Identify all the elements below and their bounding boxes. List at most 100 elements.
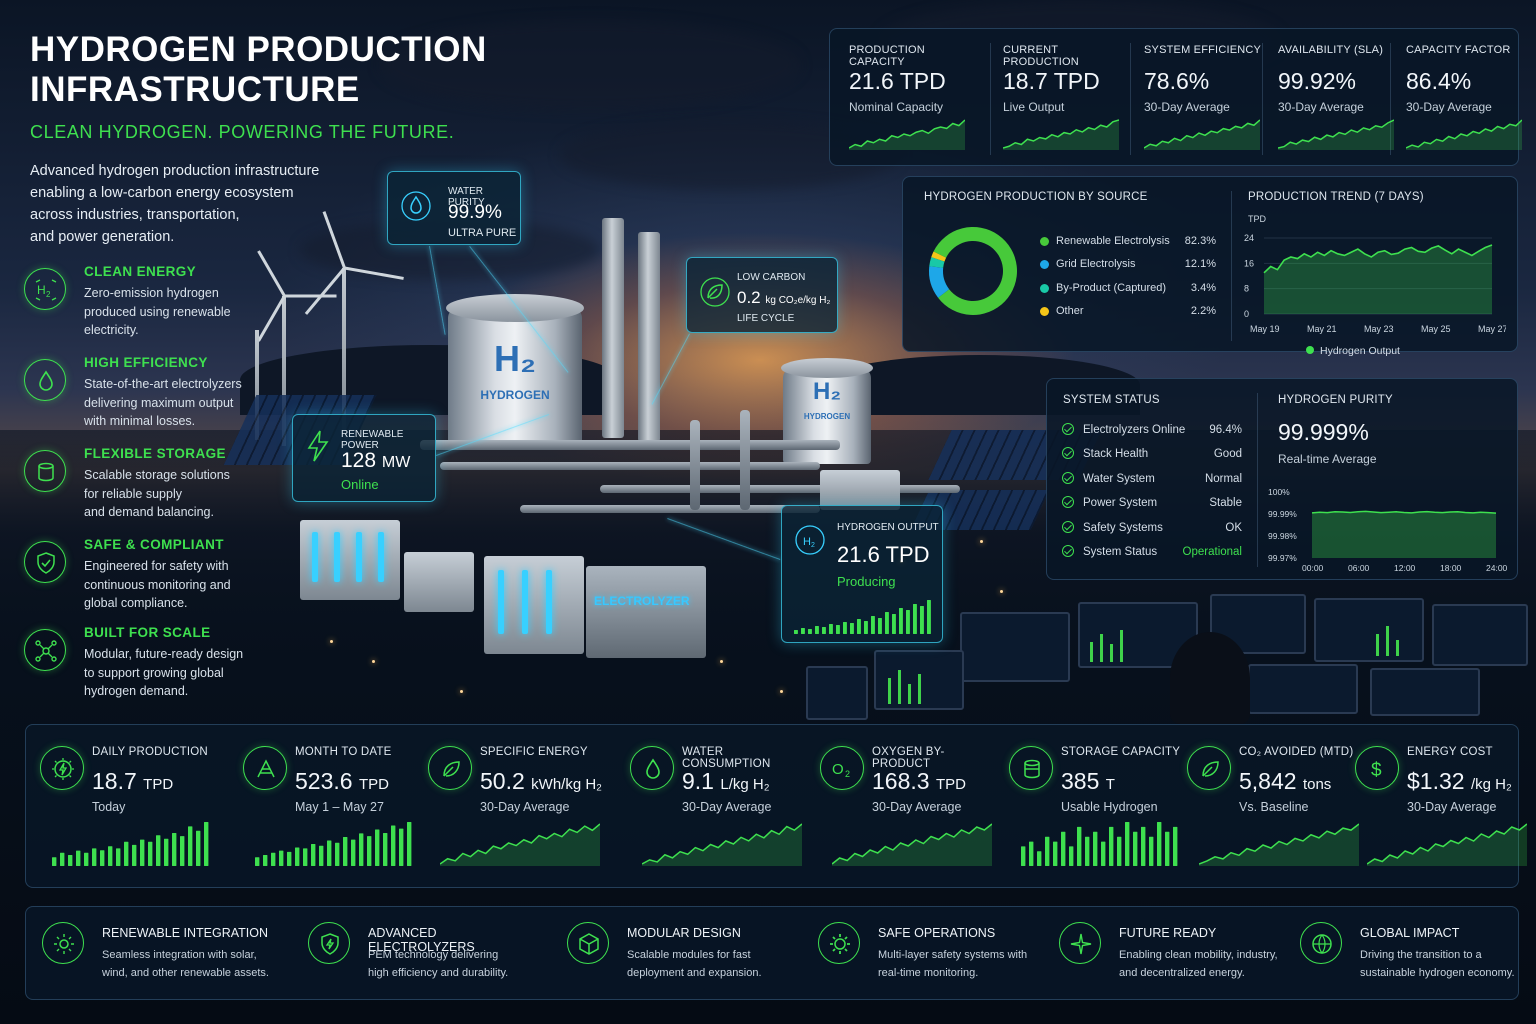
metric-specific-energy[interactable]: SPECIFIC ENERGY 50.2 kWh/kg H₂ 30-Day Aver…	[428, 724, 608, 888]
metric-sparkline	[1021, 822, 1178, 866]
kpi-sparkline	[1003, 119, 1119, 150]
pipeline	[440, 462, 820, 470]
metric-storage-capacity[interactable]: STORAGE CAPACITY 385 T Usable Hydrogen	[1009, 724, 1189, 888]
metric-oxygen-by-product[interactable]: O 2 OXYGEN BY-PRODUCT 168.3 TPD 30-Day Avera…	[820, 724, 1000, 888]
metric-label: WATER CONSUMPTION	[682, 746, 771, 770]
metric-spark-area	[1199, 824, 1359, 866]
status-row-water-system[interactable]: Water System Normal	[1062, 471, 1242, 487]
shield-bolt-icon	[308, 922, 350, 964]
capability-line: deployment and expansion.	[627, 967, 762, 979]
feature-line: Zero-emission hydrogen	[84, 286, 219, 300]
svg-text:$: $	[1371, 760, 1382, 781]
intro-line: Advanced hydrogen production infrastruct…	[30, 163, 320, 179]
feature-description: Modular, future-ready design to support …	[84, 645, 264, 701]
callout-label: LOW CARBON	[737, 272, 806, 283]
wind-turbine	[282, 296, 286, 446]
metric-number: 385	[1061, 768, 1100, 794]
legend-value: 3.4%	[1190, 281, 1216, 294]
legend-dot	[1040, 306, 1049, 316]
legend-label: Other	[1056, 304, 1084, 317]
bolt-gear-icon	[40, 746, 84, 790]
metric-spark-bar	[1133, 831, 1138, 866]
capability-line: Seamless integration with solar,	[102, 949, 257, 961]
source-panel-title: HYDROGEN PRODUCTION BY SOURCE	[924, 191, 1148, 203]
kpi-capacity-factor[interactable]: CAPACITY FACTOR 86.4% 30-Day Average	[1406, 0, 1526, 164]
hydrogen-output-bar	[899, 608, 903, 634]
kpi-spark-line	[1144, 119, 1260, 149]
metric-month-to-date[interactable]: MONTH TO DATE 523.6 TPD May 1 – May 27	[243, 724, 423, 888]
metric-sub: 30-Day Average	[480, 800, 570, 814]
metric-value: 18.7 TPD	[92, 768, 173, 795]
metric-spark-bar	[287, 851, 292, 866]
feature-description: Zero-emission hydrogen produced using re…	[84, 284, 264, 340]
metric-spark-bar	[1117, 836, 1122, 866]
kpi-spark-line	[1406, 119, 1522, 149]
feature-description: Scalable storage solutions for reliable …	[84, 466, 264, 522]
metric-label: CO₂ AVOIDED (MTD)	[1239, 746, 1354, 758]
pipeline	[600, 485, 960, 493]
feature-line: continuous monitoring and	[84, 577, 231, 592]
production-source-donut[interactable]	[920, 218, 1026, 324]
metric-co-avoided-mtd[interactable]: CO₂ AVOIDED (MTD) 5,842 tons Vs. Baseline	[1187, 724, 1367, 888]
metric-water-consumption[interactable]: WATER CONSUMPTION 9.1 L/kg H₂ 30-Day Avera…	[630, 724, 810, 888]
status-row-electrolyzers-online[interactable]: Electrolyzers Online 96.4%	[1062, 423, 1242, 438]
source-legend-item[interactable]: Grid Electrolysis 12.1%	[1040, 258, 1216, 274]
metric-value: 9.1 L/kg H₂	[682, 768, 770, 795]
capability-line: PEM technology delivering	[368, 949, 499, 961]
kpi-system-efficiency[interactable]: SYSTEM EFFICIENCY 78.6% 30-Day Average	[1144, 0, 1264, 164]
capability-line: and decentralized energy.	[1119, 967, 1245, 979]
callout-low-carbon[interactable]: LOW CARBON 0.2 kg CO₂e/kg H₂ LIFE CYCLE	[686, 257, 838, 333]
status-row-system-status[interactable]: System Status Operational	[1062, 545, 1242, 560]
kpi-sparkline	[1406, 119, 1522, 150]
kpi-production-capacity[interactable]: PRODUCTION CAPACITY 21.6 TPD Nominal Capac…	[849, 0, 969, 164]
status-row-power-system[interactable]: Power System Stable	[1062, 496, 1242, 511]
site-light	[780, 690, 783, 693]
metric-spark-bar	[196, 830, 201, 866]
status-row-stack-health[interactable]: Stack Health Good	[1062, 447, 1242, 462]
metric-unit: T	[1105, 776, 1115, 793]
callout-water-purity[interactable]: WATER PURITY 99.9% ULTRA PURE	[387, 171, 521, 245]
intro-paragraph: Advanced hydrogen production infrastruct…	[30, 160, 340, 248]
purity-x-tick: 24:00	[1486, 563, 1508, 573]
svg-text:2: 2	[845, 769, 850, 779]
capability-title: RENEWABLE INTEGRATION	[102, 926, 268, 940]
kpi-availability-sla[interactable]: AVAILABILITY (SLA) 99.92% 30-Day Average	[1278, 0, 1398, 164]
network-nodes-icon	[24, 629, 66, 671]
cube-icon	[567, 922, 609, 964]
source-legend-item[interactable]: By-Product (Captured) 3.4%	[1040, 282, 1216, 298]
metric-spark-bar	[132, 844, 137, 866]
donut-slice-renewable-electrolysis	[933, 227, 1017, 315]
metric-energy-cost[interactable]: $ ENERGY COST $1.32 /kg H₂ 30-Day Average	[1355, 724, 1535, 888]
renewable-power-value: 128	[341, 449, 377, 472]
metric-daily-production[interactable]: DAILY PRODUCTION 18.7 TPD Today	[40, 724, 220, 888]
source-legend-item[interactable]: Renewable Electrolysis 82.3%	[1040, 235, 1216, 251]
callout-renewable-power[interactable]: RENEWABLE POWER 128 MW Online	[292, 414, 436, 502]
electrolyzer-container: ELECTROLYZER	[586, 566, 706, 658]
metric-sparkline	[832, 823, 992, 866]
kpi-sub: 30-Day Average	[1278, 100, 1364, 114]
metric-spark-bar	[279, 850, 284, 866]
legend-value: 2.2%	[1190, 304, 1216, 317]
trend-series-line	[1263, 244, 1493, 274]
source-legend-item[interactable]: Other 2.2%	[1040, 305, 1216, 321]
metric-sparkline	[255, 822, 412, 866]
capability-title: FUTURE READY	[1119, 926, 1217, 940]
production-trend-chart[interactable]: 0 8 16 24 May 19 May 21 May 23 May 25 May 27	[1240, 226, 1506, 338]
metric-spark-bar	[172, 833, 177, 866]
feature-line: to support growing global	[84, 665, 224, 680]
metric-sub: Vs. Baseline	[1239, 800, 1309, 814]
feature-line: delivering maximum output	[84, 395, 234, 410]
metric-spark-line	[440, 823, 600, 865]
kpi-label: CAPACITY FACTOR	[1406, 44, 1511, 56]
kpi-current-production[interactable]: CURRENT PRODUCTION 18.7 TPD Live Output	[1003, 0, 1123, 164]
turbine-blade	[284, 294, 337, 298]
svg-text:2: 2	[811, 542, 815, 549]
hydrogen-output-bar	[892, 614, 896, 634]
feature-title: CLEAN ENERGY	[84, 264, 197, 279]
status-row-safety-systems[interactable]: Safety Systems OK	[1062, 520, 1242, 536]
capability-description: Scalable modules for fast deployment and …	[627, 946, 807, 982]
metric-spark-bar	[303, 848, 308, 866]
purity-chart[interactable]: 99.97% 99.98% 99.99% 100% 00:00 06:00 12:00 18:…	[1266, 482, 1510, 574]
purity-value: 99.999%	[1278, 419, 1369, 445]
